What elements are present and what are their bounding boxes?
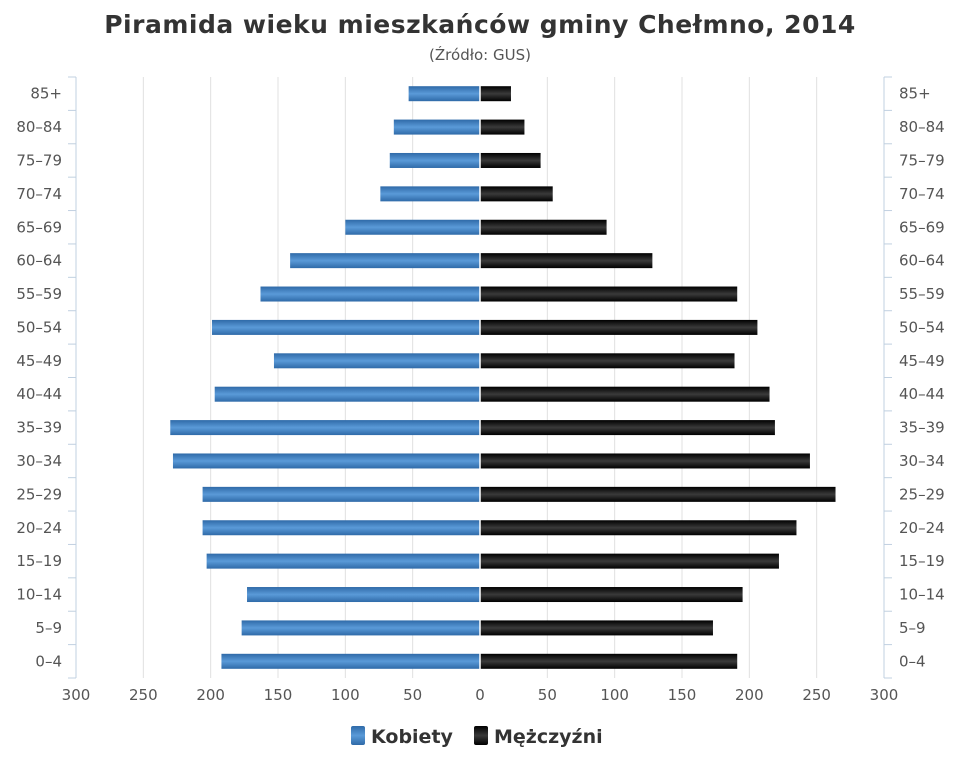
y-label-left: 30–34 [16, 452, 62, 470]
y-label-left: 15–19 [16, 552, 62, 570]
legend-swatch-mezczyzni [474, 726, 488, 745]
x-tick-label: 200 [735, 686, 764, 704]
bar-mezczyzni [480, 286, 738, 302]
y-label-right: 10–14 [899, 586, 945, 604]
y-label-left: 10–14 [16, 586, 62, 604]
y-label-right: 25–29 [899, 485, 945, 503]
x-axis-ticks: 300 250 200 150 100 50 0 50 100 150 200 250 300 [62, 686, 899, 704]
bar-mezczyzni [480, 319, 758, 335]
bar-kobiety [393, 119, 480, 135]
bar-kobiety [260, 286, 480, 302]
bar-mezczyzni [480, 453, 810, 469]
bar-kobiety [206, 553, 481, 569]
bar-kobiety [389, 152, 480, 168]
bar-kobiety [170, 420, 480, 436]
bar-mezczyzni [480, 219, 607, 235]
x-tick-label: 50 [538, 686, 557, 704]
legend: Kobiety Mężczyźni [351, 726, 603, 748]
y-label-left: 20–24 [16, 519, 62, 537]
y-label-left: 25–29 [16, 485, 62, 503]
category-labels: 85+ 85+ 80–84 80–84 75–79 75–79 70–74 70–74 65–6… [16, 85, 944, 671]
bar-kobiety [214, 386, 480, 402]
bar-mezczyzni [480, 486, 836, 502]
bar-mezczyzni [480, 620, 713, 636]
y-label-right: 60–64 [899, 252, 945, 270]
bar-kobiety [212, 319, 480, 335]
y-label-left: 0–4 [35, 652, 62, 670]
y-label-left: 45–49 [16, 352, 62, 370]
gridlines [68, 76, 892, 679]
y-label-left: 75–79 [16, 151, 62, 169]
bar-mezczyzni [480, 353, 735, 369]
y-label-right: 15–19 [899, 552, 945, 570]
bar-kobiety [345, 219, 480, 235]
y-label-right: 0–4 [899, 652, 926, 670]
y-label-left: 70–74 [16, 185, 62, 203]
y-label-right: 40–44 [899, 385, 945, 403]
bar-kobiety [247, 587, 480, 603]
legend-label-kobiety: Kobiety [371, 726, 454, 748]
bar-mezczyzni [480, 186, 553, 202]
bar-kobiety [290, 253, 480, 269]
bar-mezczyzni [480, 420, 775, 436]
bar-mezczyzni [480, 520, 797, 536]
bar-mezczyzni [480, 653, 738, 669]
y-label-right: 85+ [899, 85, 931, 103]
x-tick-label: 0 [475, 686, 485, 704]
bar-mezczyzni [480, 253, 653, 269]
bar-kobiety [408, 86, 480, 102]
y-label-right: 80–84 [899, 118, 945, 136]
y-label-right: 35–39 [899, 419, 945, 437]
y-label-left: 80–84 [16, 118, 62, 136]
y-label-right: 75–79 [899, 151, 945, 169]
x-tick-label: 250 [129, 686, 158, 704]
y-label-left: 65–69 [16, 218, 62, 236]
x-tick-label: 300 [62, 686, 91, 704]
x-tick-label: 300 [870, 686, 899, 704]
x-tick-label: 100 [600, 686, 629, 704]
y-label-left: 40–44 [16, 385, 62, 403]
bar-mezczyzni [480, 152, 541, 168]
x-tick-label: 150 [264, 686, 293, 704]
bar-mezczyzni [480, 386, 770, 402]
y-label-left: 60–64 [16, 252, 62, 270]
legend-swatch-kobiety [351, 726, 365, 745]
y-label-right: 45–49 [899, 352, 945, 370]
y-label-left: 55–59 [16, 285, 62, 303]
x-tick-label: 200 [196, 686, 225, 704]
y-label-left: 5–9 [35, 619, 62, 637]
legend-item-mezczyzni[interactable]: Mężczyźni [474, 726, 603, 748]
bar-kobiety [241, 620, 480, 636]
bar-mezczyzni [480, 553, 779, 569]
y-label-right: 70–74 [899, 185, 945, 203]
bar-kobiety [172, 453, 480, 469]
x-tick-label: 50 [403, 686, 422, 704]
y-label-left: 85+ [30, 85, 62, 103]
bar-kobiety [273, 353, 480, 369]
x-tick-label: 250 [802, 686, 831, 704]
y-label-right: 20–24 [899, 519, 945, 537]
bar-kobiety [380, 186, 480, 202]
y-label-right: 5–9 [899, 619, 926, 637]
bar-mezczyzni [480, 587, 743, 603]
x-tick-label: 100 [331, 686, 360, 704]
bar-kobiety [221, 653, 480, 669]
chart-subtitle: (Źródło: GUS) [429, 45, 531, 64]
y-label-right: 55–59 [899, 285, 945, 303]
legend-label-mezczyzni: Mężczyźni [494, 726, 603, 748]
bars [170, 77, 836, 678]
y-label-right: 65–69 [899, 218, 945, 236]
y-label-left: 35–39 [16, 419, 62, 437]
bar-kobiety [202, 520, 480, 536]
chart-title: Piramida wieku mieszkańców gminy Chełmno… [104, 10, 856, 39]
y-label-right: 50–54 [899, 318, 945, 336]
bar-kobiety [202, 486, 480, 502]
bar-mezczyzni [480, 86, 511, 102]
legend-item-kobiety[interactable]: Kobiety [351, 726, 454, 748]
y-label-right: 30–34 [899, 452, 945, 470]
bar-mezczyzni [480, 119, 525, 135]
y-label-left: 50–54 [16, 318, 62, 336]
x-tick-label: 150 [668, 686, 697, 704]
